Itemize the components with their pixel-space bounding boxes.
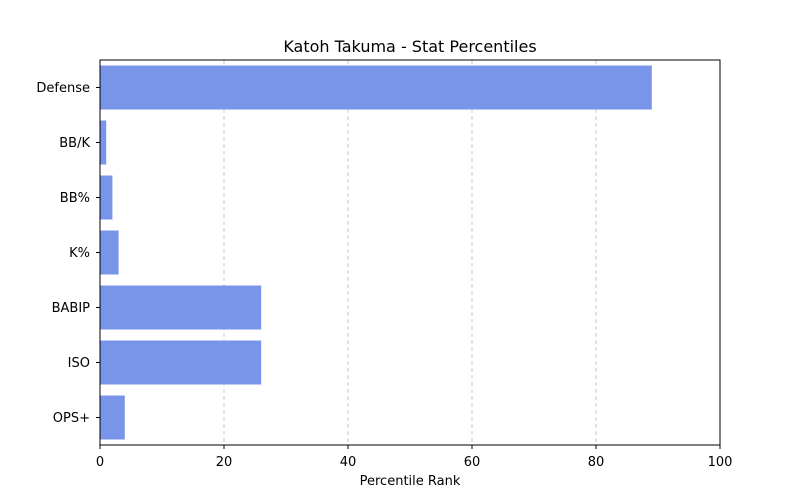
y-axis-ticks: Defense BB/K BB% K% BABIP ISO OPS+ bbox=[36, 81, 100, 426]
y-tick-label: BB/K bbox=[59, 136, 90, 151]
bar-k bbox=[100, 230, 119, 275]
y-tick-label: BB% bbox=[60, 191, 90, 206]
y-tick-label: Defense bbox=[36, 81, 90, 96]
y-tick-label: K% bbox=[69, 246, 90, 261]
gridlines bbox=[223, 60, 597, 445]
bar-iso bbox=[100, 340, 262, 385]
bar-bb-k bbox=[100, 120, 107, 165]
x-tick-label: 60 bbox=[464, 455, 481, 470]
chart-title: Katoh Takuma - Stat Percentiles bbox=[283, 37, 536, 56]
x-tick-label: 100 bbox=[708, 455, 733, 470]
plot-frame bbox=[99, 59, 721, 446]
x-axis-label: Percentile Rank bbox=[360, 474, 461, 489]
bars bbox=[100, 65, 652, 440]
bar-babip bbox=[100, 285, 262, 330]
bar-bb bbox=[100, 175, 113, 220]
x-tick-label: 80 bbox=[588, 455, 605, 470]
y-tick-label: ISO bbox=[68, 356, 90, 371]
bar-ops bbox=[100, 395, 125, 440]
y-tick-label: BABIP bbox=[52, 301, 91, 316]
x-tick-label: 20 bbox=[216, 455, 233, 470]
x-axis-ticks: 0 20 40 60 80 100 bbox=[96, 445, 733, 470]
x-tick-label: 40 bbox=[340, 455, 357, 470]
bar-defense bbox=[100, 65, 652, 110]
x-tick-label: 0 bbox=[96, 455, 104, 470]
y-tick-label: OPS+ bbox=[53, 411, 90, 426]
